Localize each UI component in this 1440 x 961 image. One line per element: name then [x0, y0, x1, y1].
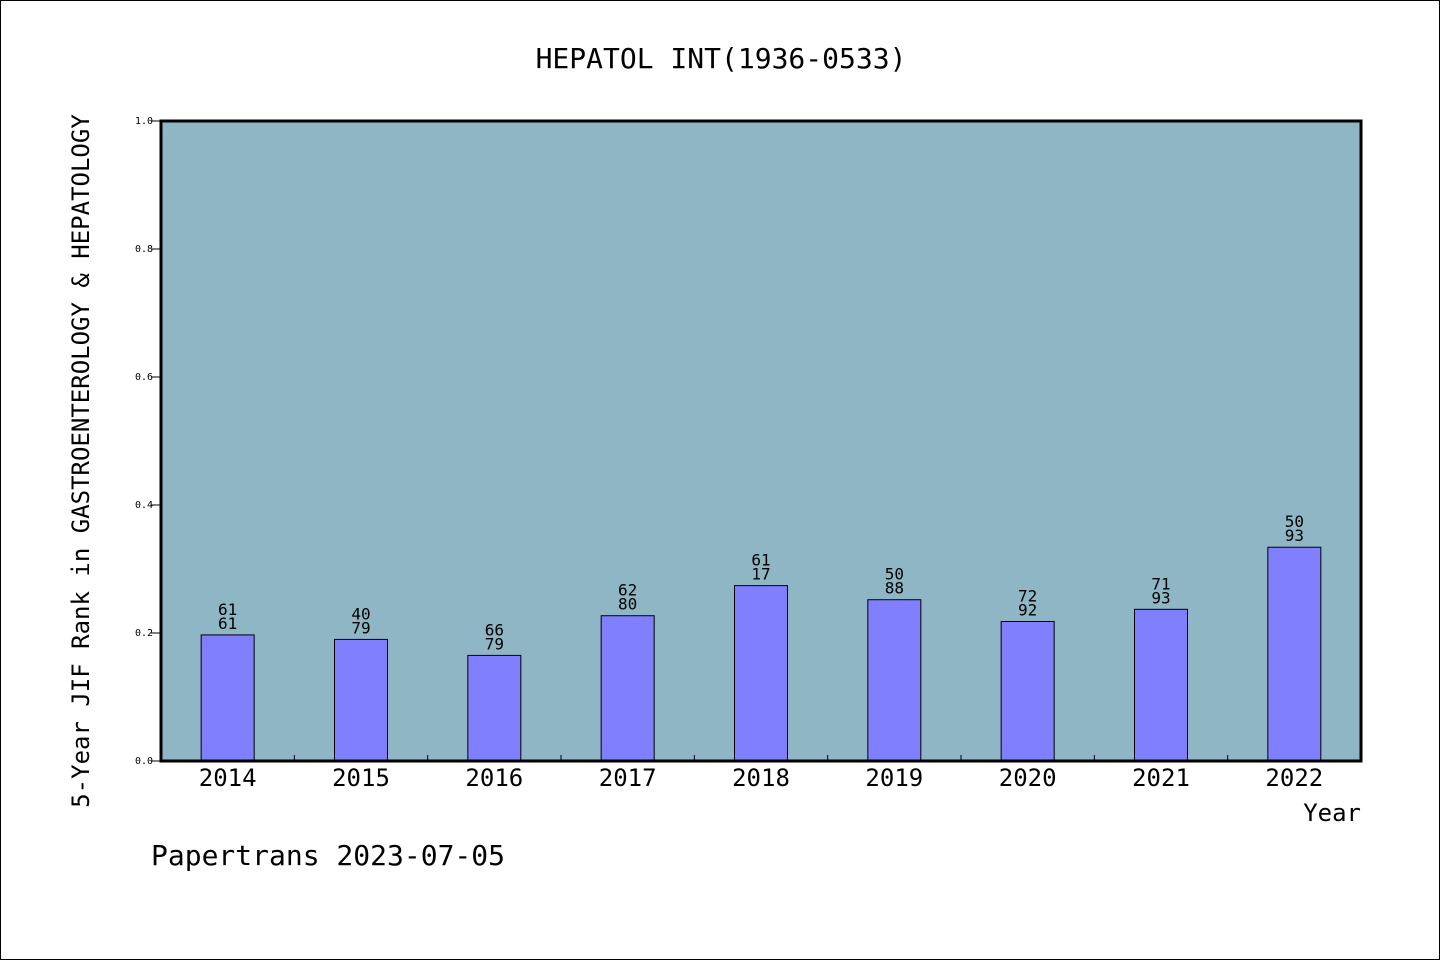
y-axis-label: 5-Year JIF Rank in GASTROENTEROLOGY & HE…	[67, 114, 95, 808]
y-tick-label: 1.0	[135, 116, 153, 127]
x-tick-label: 2021	[1132, 764, 1190, 792]
plot-border	[159, 119, 1363, 763]
footer-credit: Papertrans 2023-07-05	[151, 839, 505, 872]
x-axis: 2014 2015 2016 2017 2018 2019 2020 2021 2022	[199, 755, 1323, 792]
bar-rank-label: 66	[485, 620, 504, 639]
x-tick-label: 2020	[999, 764, 1057, 792]
bar-total-label: 61	[218, 614, 237, 633]
chart-title: HEPATOL INT(1936-0533)	[536, 42, 907, 75]
y-tick-label: 0.6	[135, 372, 153, 383]
y-tick-label: 0.0	[135, 756, 153, 767]
x-tick-label: 2016	[465, 764, 523, 792]
bar-group	[200, 546, 1322, 762]
bar-rank-label: 71	[1151, 574, 1170, 593]
bar	[1267, 546, 1322, 762]
bar-total-label: 80	[618, 595, 637, 614]
bar	[734, 585, 788, 762]
bar	[334, 638, 388, 762]
y-tick-label: 0.2	[135, 628, 153, 639]
x-tick-label: 2015	[332, 764, 390, 792]
bar	[867, 599, 922, 762]
x-tick-label: 2022	[1265, 764, 1323, 792]
x-tick-label: 2019	[865, 764, 923, 792]
bar-total-label: 88	[885, 579, 904, 598]
bar-total-label: 93	[1285, 526, 1304, 545]
bar	[1134, 608, 1188, 762]
x-tick-label: 2014	[199, 764, 257, 792]
bar-rank-label: 61	[218, 600, 237, 619]
bar-rank-label: 50	[1285, 512, 1304, 531]
bar-rank-label: 62	[618, 581, 637, 600]
bar-total-label: 92	[1018, 600, 1037, 619]
bar-rank-label: 40	[351, 604, 370, 623]
bar-rank-label: 72	[1018, 586, 1037, 605]
bar-total-label: 79	[351, 618, 370, 637]
bar	[467, 654, 522, 762]
x-axis-label: Year	[1303, 799, 1361, 827]
bar-total-label: 93	[1151, 588, 1170, 607]
y-tick-label: 0.8	[135, 244, 153, 255]
bar-rank-label: 50	[885, 565, 904, 584]
y-tick-label: 0.4	[135, 500, 153, 511]
y-axis: 0.0 0.2 0.4 0.6 0.8 1.0	[135, 116, 161, 767]
x-tick-label: 2017	[599, 764, 657, 792]
bar	[600, 615, 655, 762]
bar-rank-label: 61	[751, 551, 770, 570]
bar-total-label: 79	[485, 634, 504, 653]
bar-total-label: 17	[751, 565, 770, 584]
bar	[1000, 620, 1055, 762]
bar	[200, 634, 255, 762]
x-tick-label: 2018	[732, 764, 790, 792]
